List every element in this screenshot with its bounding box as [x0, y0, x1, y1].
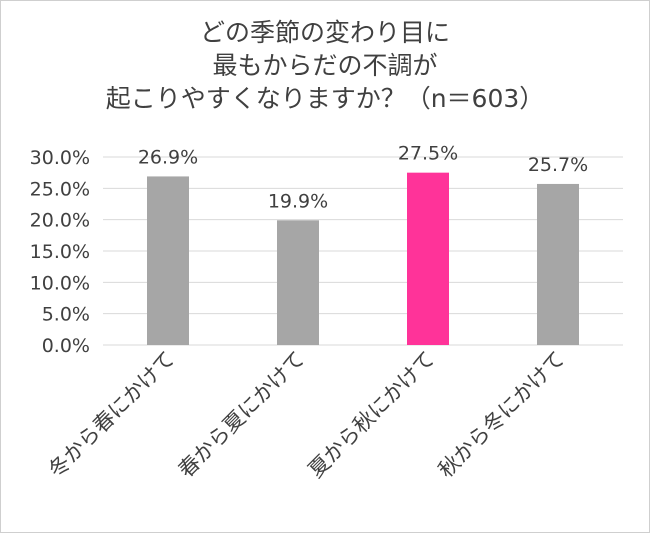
category-label: 秋から冬にかけて [434, 347, 570, 483]
chart-title-line-1: どの季節の変わり目に [200, 18, 450, 47]
chart-title: どの季節の変わり目に 最もからだの不調が 起こりやすくなりますか？（n＝603） [106, 18, 545, 113]
bar [407, 172, 449, 345]
y-tick-label: 20.0% [30, 210, 90, 232]
bar-data-label: 19.9% [268, 190, 328, 212]
data-labels: 26.9% 19.9% 27.5% 25.7% [138, 143, 588, 213]
y-axis-tick-labels: 0.0% 5.0% 10.0% 15.0% 20.0% 25.0% 30.0% [30, 147, 90, 357]
bar-data-label: 27.5% [398, 143, 458, 165]
y-tick-label: 5.0% [42, 304, 90, 326]
y-tick-label: 0.0% [42, 335, 90, 357]
category-label: 春から夏にかけて [174, 347, 310, 483]
bar-data-label: 26.9% [138, 146, 198, 168]
chart-title-line-2: 最もからだの不調が [212, 51, 437, 80]
gridlines [103, 156, 623, 346]
y-tick-label: 15.0% [30, 241, 90, 263]
bars [147, 172, 579, 345]
bar [537, 183, 579, 345]
y-tick-label: 10.0% [30, 272, 90, 294]
chart-title-line-3: 起こりやすくなりますか？（n＝603） [106, 84, 545, 113]
bar-data-label: 25.7% [528, 154, 588, 176]
bar [277, 220, 319, 345]
bar [147, 176, 189, 345]
y-tick-label: 25.0% [30, 178, 90, 200]
category-label: 夏から秋にかけて [304, 347, 440, 483]
category-label: 冬から春にかけて [44, 347, 180, 483]
y-tick-label: 30.0% [30, 147, 90, 169]
